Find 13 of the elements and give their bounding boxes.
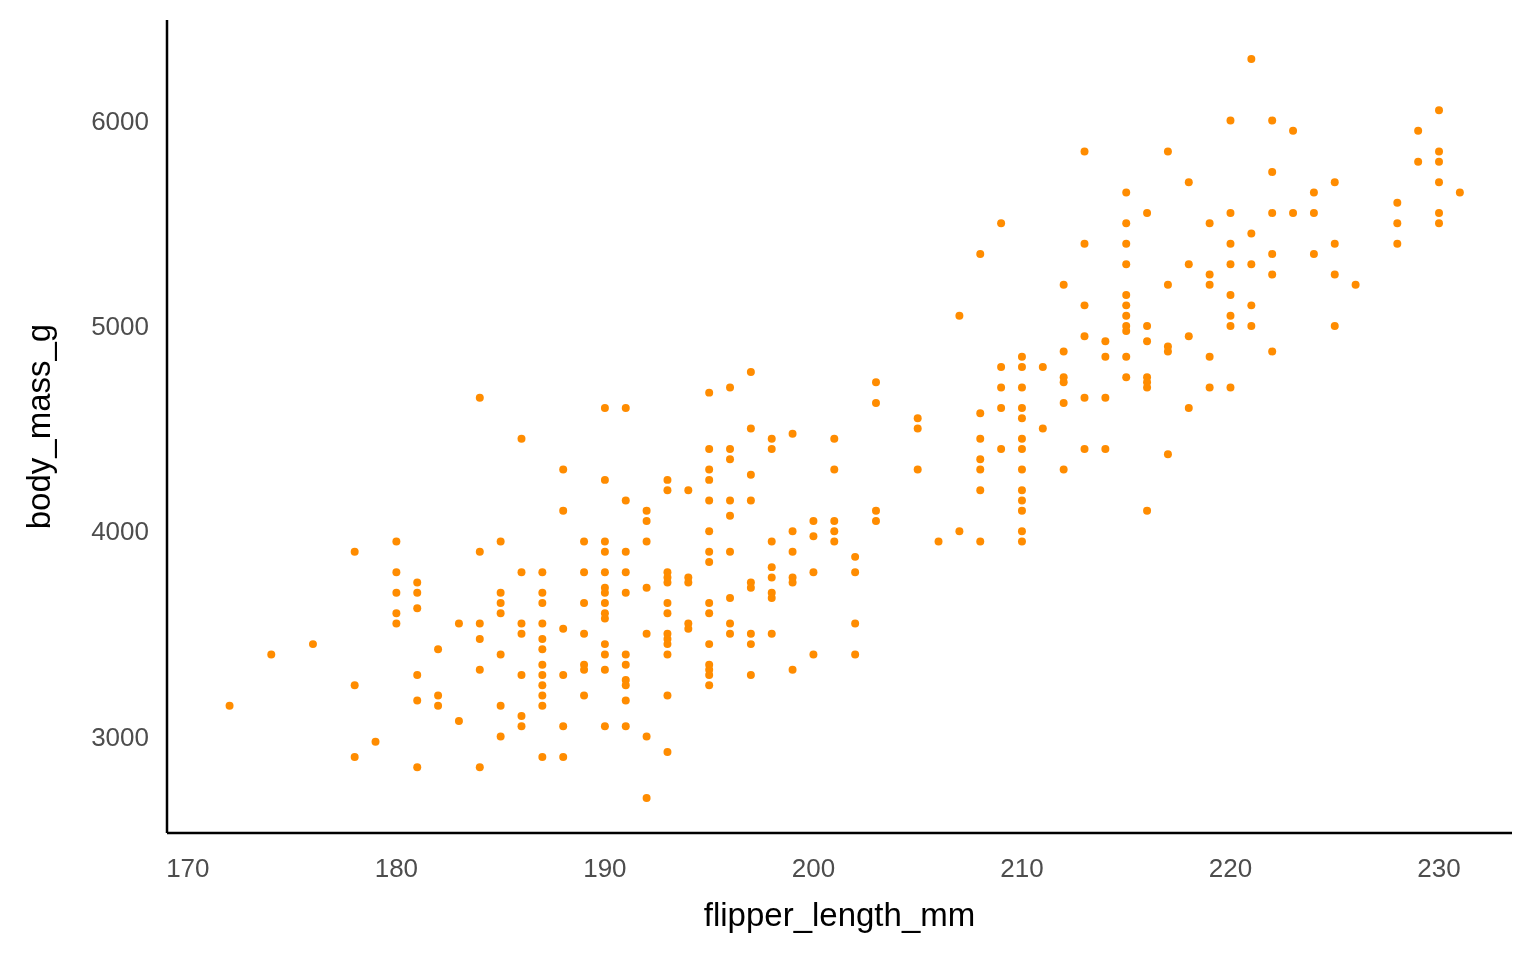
y-axis-title: body_mass_g bbox=[20, 323, 57, 530]
x-tick-label: 170 bbox=[166, 853, 210, 883]
x-axis-title: flipper_length_mm bbox=[703, 896, 976, 933]
y-tick-label: 5000 bbox=[91, 311, 149, 341]
y-tick-label: 4000 bbox=[91, 516, 149, 547]
y-tick-label: 6000 bbox=[91, 105, 149, 136]
x-tick-label: 180 bbox=[374, 853, 419, 883]
x-tick-label: 200 bbox=[791, 853, 836, 883]
x-tick-label: 210 bbox=[1000, 853, 1044, 883]
x-tick-label: 190 bbox=[583, 853, 627, 883]
x-tick-label: 220 bbox=[1208, 853, 1253, 883]
x-tick-label: 230 bbox=[1417, 853, 1461, 883]
y-tick-label: 3000 bbox=[91, 721, 149, 752]
